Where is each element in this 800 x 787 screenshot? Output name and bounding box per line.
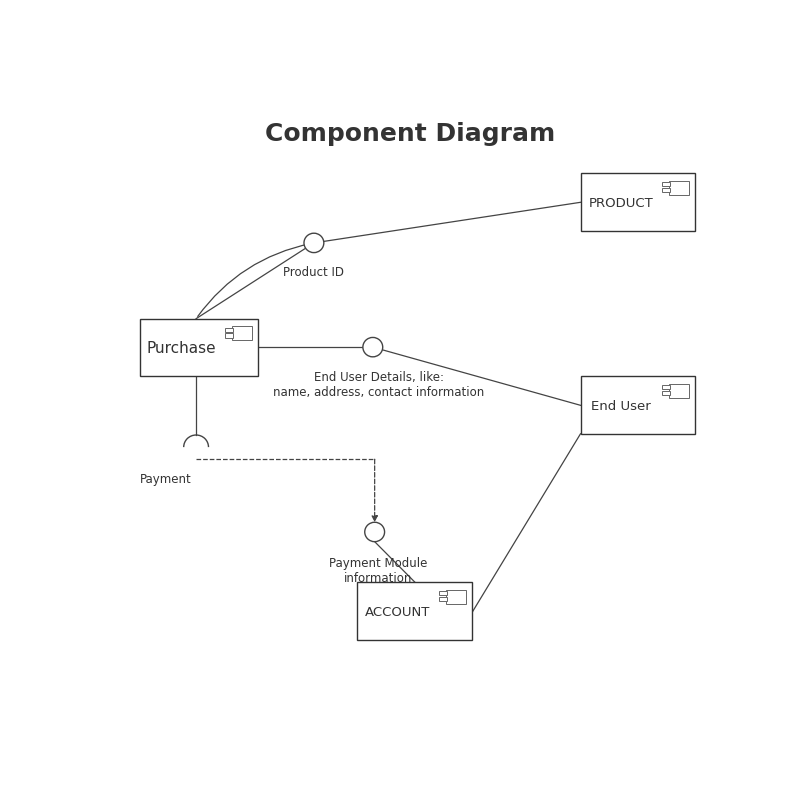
Bar (439, 591, 447, 595)
Text: End User Details, like:
name, address, contact information: End User Details, like: name, address, c… (274, 371, 485, 399)
Bar (446, 590, 466, 604)
Bar (439, 597, 447, 601)
Bar (140, 319, 258, 376)
Text: End User: End User (590, 400, 650, 412)
Text: PRODUCT: PRODUCT (588, 197, 653, 209)
Bar (232, 327, 252, 340)
FancyArrowPatch shape (198, 243, 311, 316)
Circle shape (363, 338, 382, 357)
Circle shape (365, 523, 385, 541)
Bar (662, 391, 670, 395)
Bar (662, 188, 670, 192)
Text: Component Diagram: Component Diagram (265, 122, 555, 146)
Text: Purchase: Purchase (146, 341, 216, 356)
Bar (670, 181, 690, 194)
Bar (226, 327, 234, 332)
Bar (670, 384, 690, 397)
Text: ACCOUNT: ACCOUNT (365, 606, 430, 619)
Text: Payment: Payment (140, 473, 192, 486)
Text: Product ID: Product ID (283, 266, 344, 279)
Bar (662, 183, 670, 187)
Bar (581, 376, 695, 434)
Bar (358, 582, 472, 640)
Bar (581, 173, 695, 231)
Bar (662, 386, 670, 390)
Text: Payment Module
information: Payment Module information (329, 557, 427, 586)
Circle shape (304, 233, 324, 253)
Bar (226, 334, 234, 338)
